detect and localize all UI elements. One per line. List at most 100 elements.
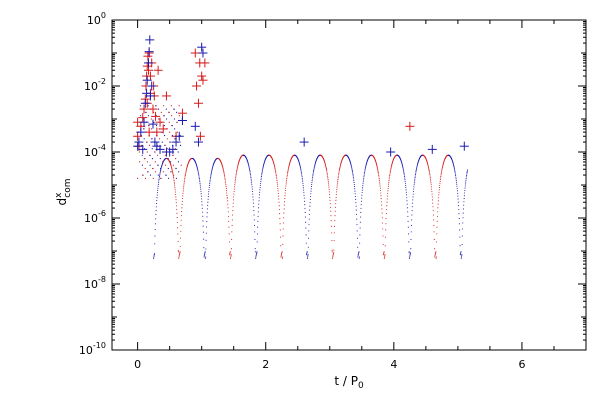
oscillation-dot — [433, 231, 435, 233]
oscillation-dot — [462, 212, 464, 214]
oscillation-dot — [185, 171, 187, 173]
oscillation-dot — [278, 198, 280, 200]
oscillation-dot — [260, 177, 262, 179]
oscillation-dot — [205, 226, 208, 228]
oscillation-dot — [209, 181, 211, 183]
early-dot — [145, 111, 147, 113]
oscillation-dot — [459, 229, 461, 231]
oscillation-dot — [352, 176, 354, 178]
oscillation-dot — [282, 228, 284, 230]
oscillation-dot — [181, 200, 183, 202]
oscillation-dot — [177, 227, 179, 229]
oscillation-dot — [286, 176, 288, 178]
oscillation-dot — [402, 167, 404, 169]
oscillation-dot — [330, 215, 332, 217]
oscillation-dot — [257, 226, 259, 228]
oscillation-dot — [234, 184, 236, 186]
oscillation-dot — [406, 200, 408, 202]
oscillation-dot — [310, 188, 312, 190]
oscillation-dot — [413, 188, 415, 190]
oscillation-dot — [155, 218, 157, 220]
oscillation-dot — [453, 165, 455, 167]
oscillation-dot — [302, 185, 304, 187]
oscillation-dot — [234, 182, 236, 184]
oscillation-dot — [351, 166, 353, 168]
oscillation-dot — [310, 193, 312, 195]
oscillation-dot — [225, 186, 227, 188]
oscillation-dot — [307, 246, 309, 248]
oscillation-dot — [408, 257, 410, 259]
oscillation-dot — [278, 201, 280, 203]
oscillation-dot — [458, 208, 460, 211]
oscillation-dot — [176, 208, 178, 210]
early-dot — [177, 151, 179, 153]
oscillation-dot — [403, 170, 405, 172]
oscillation-dot — [202, 220, 204, 222]
oscillation-dot — [440, 177, 442, 179]
oscillation-dot — [273, 164, 275, 166]
oscillation-dot — [427, 164, 429, 166]
oscillation-dot — [430, 186, 432, 188]
oscillation-dot — [377, 169, 379, 171]
oscillation-dot — [174, 185, 176, 187]
oscillation-dot — [249, 174, 252, 176]
oscillation-dot — [307, 256, 309, 258]
oscillation-dot — [299, 165, 301, 167]
oscillation-dot — [203, 254, 206, 256]
oscillation-dot — [284, 201, 286, 203]
oscillation-dot — [258, 194, 261, 196]
oscillation-dot — [410, 231, 412, 233]
oscillation-dot — [335, 196, 337, 198]
oscillation-dot — [228, 220, 230, 222]
early-dot — [164, 144, 166, 146]
oscillation-dot — [261, 174, 263, 176]
oscillation-dot — [337, 180, 339, 182]
oscillation-dot — [406, 203, 408, 205]
oscillation-dot — [175, 202, 177, 204]
oscillation-dot — [274, 166, 276, 168]
oscillation-dot — [407, 215, 409, 217]
oscillation-dot — [180, 230, 182, 232]
oscillation-dot — [179, 253, 181, 255]
oscillation-dot — [180, 224, 182, 226]
oscillation-dot — [386, 195, 389, 197]
oscillation-dot — [234, 178, 237, 180]
oscillation-dot — [181, 211, 183, 213]
oscillation-dot — [329, 206, 332, 208]
oscillation-dot — [201, 201, 203, 203]
early-dot — [139, 105, 142, 107]
oscillation-dot — [173, 177, 175, 179]
oscillation-dot — [254, 238, 256, 241]
early-dot — [150, 128, 153, 130]
early-dot — [162, 171, 164, 173]
oscillation-dot — [428, 167, 430, 169]
oscillation-dot — [441, 170, 443, 172]
oscillation-dot — [201, 198, 203, 200]
oscillation-dot — [361, 189, 363, 191]
oscillation-dot — [252, 193, 254, 195]
oscillation-dot — [441, 169, 443, 171]
early-dot — [169, 161, 172, 163]
oscillation-dot — [441, 167, 443, 169]
early-dot — [171, 125, 173, 127]
oscillation-dot — [391, 163, 393, 165]
oscillation-dot — [365, 166, 367, 168]
oscillation-dot — [206, 208, 208, 210]
oscillation-dot — [332, 255, 334, 257]
oscillation-dot — [299, 167, 302, 169]
oscillation-dot — [210, 171, 213, 173]
oscillation-dot — [250, 178, 252, 180]
oscillation-dot — [412, 191, 415, 193]
oscillation-dot — [260, 175, 263, 178]
oscillation-dot — [228, 226, 230, 228]
oscillation-dot — [339, 166, 341, 168]
early-dot — [175, 167, 177, 170]
oscillation-dot — [365, 164, 367, 166]
oscillation-dot — [304, 207, 306, 209]
oscillation-dot — [414, 174, 417, 176]
oscillation-dot — [416, 163, 419, 165]
oscillation-dot — [363, 177, 365, 179]
oscillation-dot — [157, 189, 159, 191]
oscillation-dot — [431, 193, 433, 195]
